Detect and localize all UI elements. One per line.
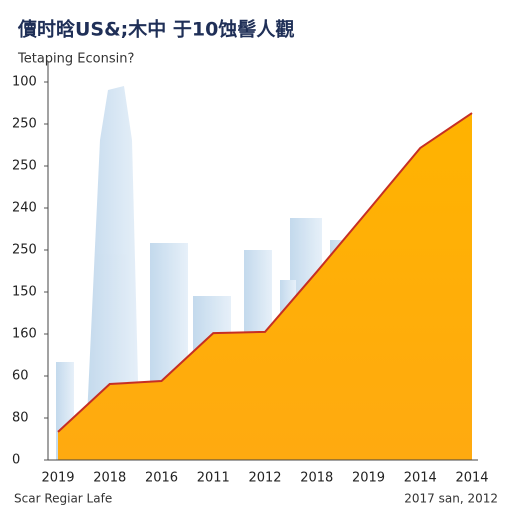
x-tick-label: 2011: [197, 471, 230, 486]
y-tick-label: 250: [12, 117, 37, 132]
x-tick-label: 2014: [455, 471, 488, 486]
y-tick-label: 80: [12, 411, 29, 426]
chart-title: 儥时晗US&;木中 于10蚀髻人觀: [17, 18, 294, 41]
x-tick-label: 2016: [145, 471, 178, 486]
x-tick-label: 2019: [352, 471, 385, 486]
x-tick-label: 2018: [300, 471, 333, 486]
x-tick-label: 2018: [93, 471, 126, 486]
line: [57, 112, 473, 433]
y-tick-label: 60: [12, 369, 29, 384]
y-tick-label: 250: [12, 243, 37, 258]
x-tick-label: 2014: [404, 471, 437, 486]
x-tick-label: 2019: [41, 471, 74, 486]
area: [58, 113, 472, 460]
footer-right: 2017 san, 2012: [404, 492, 498, 506]
y-tick-label: 150: [12, 285, 37, 300]
footer-left: Scar Regiar Lafe: [14, 492, 112, 506]
x-tick-label: 2012: [248, 471, 281, 486]
y-tick-label: 100: [12, 75, 37, 90]
y-tick-label: 240: [12, 201, 37, 216]
y-tick-label: 250: [12, 159, 37, 174]
y-tick-label: 0: [12, 453, 20, 468]
y-tick-label: 160: [12, 327, 37, 342]
chart-subtitle: Tetaping Econsin?: [17, 52, 134, 67]
